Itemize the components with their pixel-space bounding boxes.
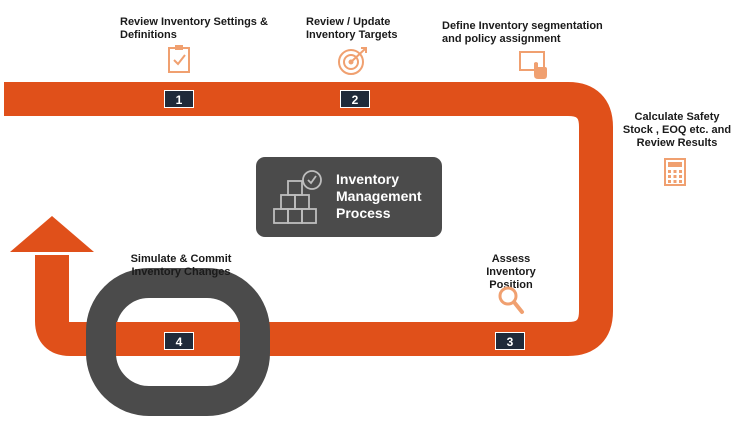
label-assess-position: Assess Inventory Position — [486, 253, 536, 291]
label-define-segmentation: Define Inventory segmentation and policy… — [442, 20, 603, 45]
track-path — [4, 82, 613, 356]
label-simulate-commit: Simulate & Commit Inventory Changes — [130, 253, 232, 278]
calculator-icon — [664, 158, 686, 186]
step-badge-4: 4 — [164, 332, 194, 350]
label-update-targets: Review / Update Inventory Targets — [306, 16, 398, 41]
track-arrowhead — [10, 216, 94, 252]
label-calc-safety-stock: Calculate Safety Stock , EOQ etc. and Re… — [622, 111, 732, 149]
label-review-settings: Review Inventory Settings & Definitions — [120, 16, 268, 41]
step-badge-3: 3 — [495, 332, 525, 350]
boxes-check-icon — [273, 170, 322, 224]
touch-screen-icon — [519, 51, 547, 79]
step-badge-1: 1 — [164, 90, 194, 108]
magnifier-icon — [498, 286, 524, 314]
dark-loop — [86, 268, 270, 416]
center-title-box: Inventory Management Process — [256, 157, 442, 237]
target-icon — [338, 47, 367, 75]
center-title: Inventory Management Process — [336, 171, 422, 221]
clipboard-check-icon — [168, 45, 190, 73]
step-badge-2: 2 — [340, 90, 370, 108]
